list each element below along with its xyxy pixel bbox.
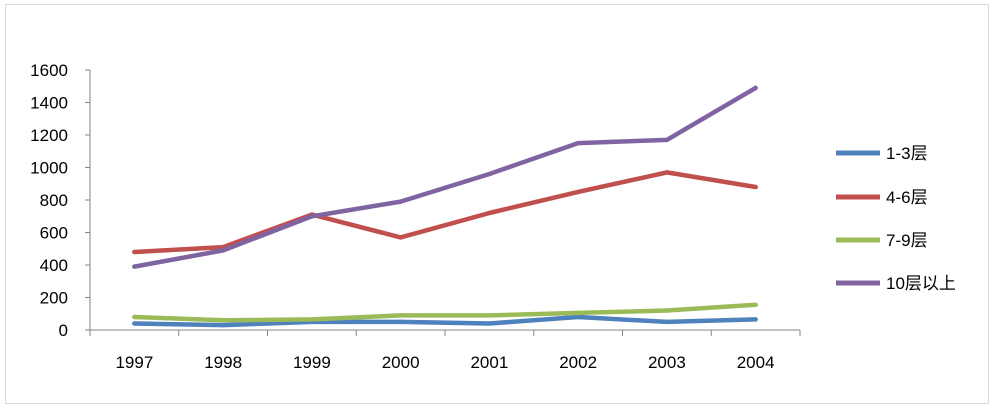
x-tick-label: 1997: [115, 353, 153, 372]
data-point: [487, 171, 492, 177]
series-line-1: [132, 170, 758, 255]
x-tick-label: 1998: [204, 353, 242, 372]
data-point: [753, 184, 758, 190]
x-tick-label: 2001: [470, 353, 508, 372]
series-line-0: [132, 314, 758, 328]
data-point: [664, 137, 670, 143]
data-point: [664, 308, 670, 313]
y-tick-label: 800: [40, 191, 68, 210]
data-point: [753, 85, 758, 91]
legend-label: 1-3层: [886, 144, 928, 163]
y-tick-label: 1400: [30, 94, 68, 113]
data-point: [132, 321, 137, 326]
y-tick-label: 0: [59, 321, 68, 340]
x-tick-label: 1999: [293, 353, 331, 372]
data-point: [487, 210, 492, 216]
data-point: [220, 322, 226, 328]
data-point: [309, 317, 315, 322]
data-point: [664, 170, 670, 175]
series-line-2: [132, 302, 758, 323]
data-point: [309, 214, 315, 219]
legend-label: 10层以上: [886, 274, 956, 293]
chart-frame: [5, 4, 989, 404]
data-point: [664, 319, 670, 325]
data-point: [575, 189, 581, 195]
legend: 1-3层 4-6层 7-9层 10层以上: [836, 144, 956, 293]
y-tick-label: 1000: [30, 159, 68, 178]
data-point: [132, 264, 137, 269]
data-point: [398, 235, 403, 240]
data-point: [132, 249, 137, 255]
data-point: [487, 313, 492, 318]
data-point: [132, 314, 137, 320]
x-tick-label: 2000: [382, 353, 420, 372]
axes: 0 200 400 600 800 1000 1200 1400 1600 1997 1998 199…: [30, 61, 801, 372]
x-tick-label: 2002: [559, 353, 597, 372]
data-point: [398, 199, 403, 204]
data-point: [575, 310, 581, 316]
data-point: [398, 313, 403, 318]
series-layer: [132, 85, 758, 328]
y-tick-label: 1200: [30, 126, 68, 145]
y-tick-label: 1600: [30, 61, 68, 80]
x-tick-label: 2004: [737, 353, 775, 372]
data-point: [220, 248, 226, 253]
y-tick-label: 600: [40, 224, 68, 243]
legend-label: 7-9层: [886, 231, 928, 250]
data-point: [575, 314, 581, 320]
data-point: [398, 319, 403, 325]
series-line-3: [132, 85, 758, 269]
data-point: [753, 317, 758, 322]
data-point: [487, 321, 492, 326]
y-tick-label: 200: [40, 289, 68, 308]
data-point: [753, 302, 758, 308]
x-tick-label: 2003: [648, 353, 686, 372]
data-point: [220, 318, 226, 323]
y-tick-label: 400: [40, 256, 68, 275]
legend-label: 4-6层: [886, 188, 928, 207]
data-point: [575, 140, 581, 146]
